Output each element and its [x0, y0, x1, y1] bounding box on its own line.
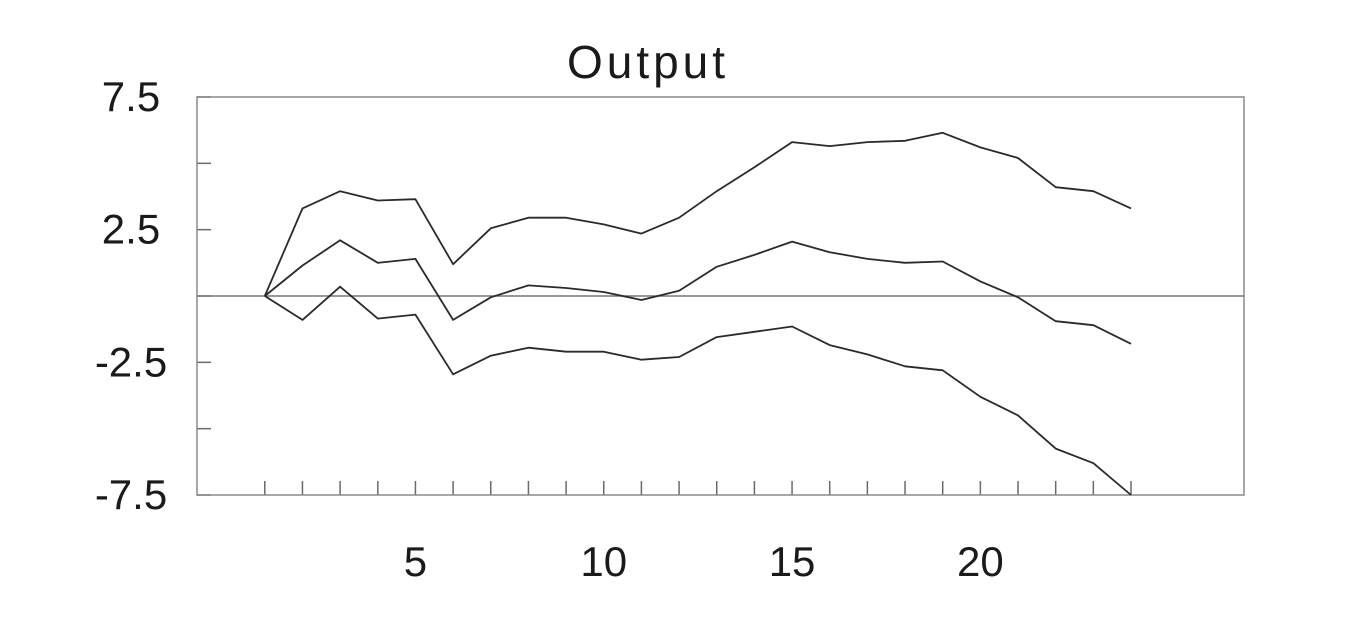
series-group [263, 131, 1132, 496]
series-line-1 [263, 131, 1132, 297]
x-axis: 5 10 15 20 [264, 481, 1132, 585]
y-axis: 7.5 2.5 -2.5 -7.5 [95, 73, 211, 518]
y-tick-label: 7.5 [102, 73, 160, 120]
y-tick-label: -7.5 [95, 471, 167, 518]
x-tick-label: 15 [769, 538, 816, 585]
y-tick-label: 2.5 [102, 206, 160, 253]
x-tick-label: 5 [404, 538, 427, 585]
x-tick-label: 10 [580, 538, 627, 585]
x-tick-label: 20 [957, 538, 1004, 585]
chart-title: Output [567, 36, 729, 88]
series-line-3 [264, 285, 1132, 496]
series-line-2 [264, 239, 1132, 345]
y-tick-label: -2.5 [95, 338, 167, 385]
